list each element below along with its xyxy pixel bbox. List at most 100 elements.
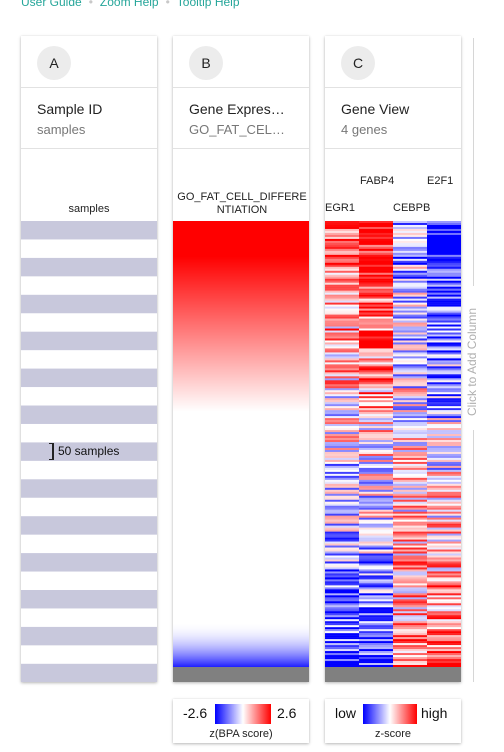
column-title: Sample ID xyxy=(37,101,103,117)
heatmap-cell xyxy=(427,344,461,347)
heatmap-cell xyxy=(427,495,461,498)
score-row xyxy=(173,321,309,323)
heatmap-cell xyxy=(359,451,393,455)
score-row xyxy=(173,499,309,501)
heatmap-cell xyxy=(393,609,427,612)
pathway-label[interactable]: GO_FAT_CELL_DIFFERENTIATION xyxy=(177,191,307,216)
heatmap-cell xyxy=(359,430,393,433)
score-row xyxy=(173,393,309,395)
score-row xyxy=(173,419,309,421)
score-row xyxy=(173,532,309,534)
heatmap-cell xyxy=(325,499,359,502)
heatmap-cell xyxy=(427,553,461,556)
heatmap-cell xyxy=(359,330,393,333)
heatmap-cell xyxy=(359,292,393,295)
score-row xyxy=(173,293,309,295)
column-letter-badge[interactable]: C xyxy=(341,46,375,80)
add-column-label[interactable]: Click to Add Column xyxy=(465,307,479,416)
heatmap-cell xyxy=(359,499,393,502)
heatmap-cell xyxy=(325,575,359,578)
score-row xyxy=(173,299,309,301)
score-row xyxy=(173,326,309,328)
score-row xyxy=(173,662,309,664)
gene-label-cebpb[interactable]: CEBPB xyxy=(393,202,431,214)
heatmap-cell xyxy=(393,607,427,610)
column-letter-badge[interactable]: B xyxy=(189,46,223,80)
heatmap-cell xyxy=(393,623,427,626)
score-row xyxy=(173,595,309,597)
score-row xyxy=(173,471,309,473)
heatmap-cell xyxy=(427,260,461,264)
heatmap-cell xyxy=(393,436,427,439)
score-row xyxy=(173,255,309,257)
score-row xyxy=(173,513,309,515)
score-row xyxy=(173,316,309,318)
heatmap-cell xyxy=(359,326,393,329)
gene-expression-plot[interactable] xyxy=(173,221,309,682)
column-title-block[interactable]: Gene View 4 genes xyxy=(325,88,461,149)
heatmap-cell xyxy=(325,641,359,644)
heatmap-cell xyxy=(359,358,393,361)
heatmap-cell xyxy=(359,635,393,638)
heatmap-cell xyxy=(359,268,393,271)
column-letter-badge[interactable]: A xyxy=(37,46,71,80)
heatmap-cell xyxy=(393,352,427,355)
gene-label-egr1[interactable]: EGR1 xyxy=(325,202,355,214)
heatmap-cell xyxy=(359,394,393,397)
heatmap-cell xyxy=(393,390,427,393)
heatmap-cell xyxy=(359,362,393,365)
column-title-block[interactable]: Gene Expres… GO_FAT_CEL… xyxy=(173,88,309,149)
score-row xyxy=(173,561,309,563)
score-row xyxy=(173,252,309,254)
column-title-block[interactable]: Sample ID samples xyxy=(21,88,157,149)
gene-label-fabp4[interactable]: FABP4 xyxy=(360,175,395,187)
heatmap-cell xyxy=(325,328,359,331)
score-row xyxy=(173,404,309,406)
heatmap-cell xyxy=(393,310,427,313)
gene-label-e2f1[interactable]: E2F1 xyxy=(427,175,454,187)
sample-id-plot[interactable] xyxy=(21,221,157,682)
heatmap-cell xyxy=(393,535,427,538)
heatmap-cell xyxy=(393,523,427,526)
heatmap-cell xyxy=(359,653,393,656)
heatmap-cell xyxy=(393,643,427,646)
score-row xyxy=(173,533,309,535)
heatmap-cell xyxy=(359,288,393,291)
score-row xyxy=(173,246,309,248)
score-row xyxy=(173,452,309,454)
heatmap-cell xyxy=(359,372,393,375)
heatmap-cell xyxy=(359,236,393,240)
heatmap-cell xyxy=(359,613,393,616)
heatmap-cell xyxy=(393,651,427,654)
heatmap-cell xyxy=(393,533,427,536)
heatmap-cell xyxy=(393,575,427,578)
heatmap-cell xyxy=(393,402,427,405)
heatmap-cell xyxy=(325,294,359,297)
heatmap-cell xyxy=(393,380,427,383)
score-row xyxy=(173,300,309,302)
heatmap-cell xyxy=(427,591,461,594)
heatmap-cell xyxy=(393,457,427,461)
score-row xyxy=(173,389,309,391)
heatmap-cell xyxy=(393,438,427,441)
gene-view-heatmap[interactable] xyxy=(325,221,461,682)
add-column-strip[interactable]: Click to Add Column xyxy=(465,38,479,682)
heatmap-cell xyxy=(427,240,461,244)
score-row xyxy=(173,581,309,583)
user-guide-link[interactable]: User Guide xyxy=(21,0,82,9)
tooltip-help-link[interactable]: Tooltip Help xyxy=(176,0,240,9)
heatmap-cell xyxy=(359,286,393,289)
score-row xyxy=(173,312,309,314)
heatmap-cell xyxy=(359,655,393,658)
heatmap-cell xyxy=(393,585,427,588)
heatmap-cell xyxy=(427,475,461,479)
zoom-help-link[interactable]: Zoom Help xyxy=(99,0,159,9)
heatmap-cell xyxy=(359,392,393,395)
heatmap-cell xyxy=(359,561,393,564)
heatmap-cell xyxy=(359,641,393,644)
heatmap-cell xyxy=(325,274,359,277)
heatmap-cell xyxy=(393,250,427,254)
heatmap-cell xyxy=(427,473,461,477)
heatmap-cell xyxy=(325,609,359,612)
column-labels: GO_FAT_CELL_DIFFERENTIATION xyxy=(173,149,309,221)
